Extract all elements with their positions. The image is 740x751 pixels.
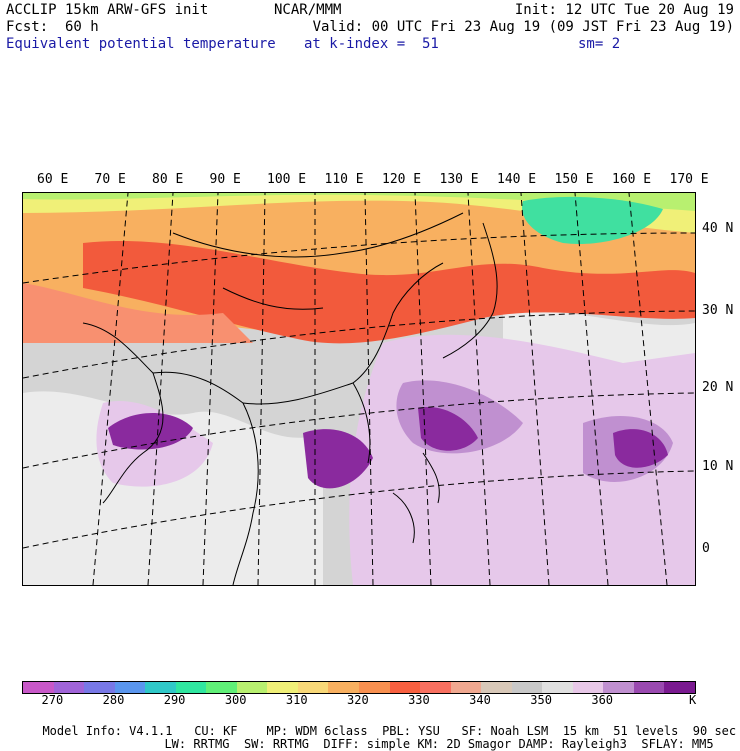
- smoothing-label: sm= 2: [578, 36, 621, 52]
- colorbar-tick-label: 340: [469, 693, 491, 707]
- colorbar-tick-label: 310: [285, 693, 308, 707]
- colorbar-segment: [633, 682, 665, 693]
- colorbar-segment: [542, 682, 573, 693]
- footer-line-2: LW: RRTMG SW: RRTMG DIFF: simple KM: 2D …: [150, 725, 714, 751]
- forecast-hour: Fcst: 60 h: [6, 19, 99, 35]
- colorbar-tick-label: 330: [408, 693, 430, 707]
- colorbar-segment: [175, 682, 207, 693]
- lon-label: 120 E: [382, 172, 422, 187]
- colorbar-tick-label: 280: [102, 693, 125, 707]
- map-panel: [22, 192, 696, 586]
- lat-label: 20 N: [702, 380, 734, 395]
- init-time: Init: 12 UTC Tue 20 Aug 19: [514, 2, 734, 18]
- colorbar-segment: [84, 682, 115, 693]
- lon-label: 90 E: [209, 172, 241, 187]
- lon-label: 170 E: [669, 172, 709, 187]
- lon-label: 70 E: [94, 172, 126, 187]
- colorbar-segment: [511, 682, 543, 693]
- colorbar-tick-label: 270: [41, 693, 64, 707]
- colorbar-segment: [572, 682, 604, 693]
- colorbar-tick-label: 290: [163, 693, 186, 707]
- level-index: at k-index = 51: [304, 36, 439, 52]
- field-green: [23, 193, 695, 211]
- colorbar-segment: [420, 682, 451, 693]
- colorbar-segment: [114, 682, 146, 693]
- colorbar-segment: [23, 682, 54, 693]
- lon-label: 140 E: [497, 172, 537, 187]
- colorbar-tick-label: 320: [347, 693, 369, 707]
- sw-scheme: SW: RRTMG: [243, 737, 309, 751]
- colorbar-unit: K: [689, 693, 697, 707]
- field-deep-purple-4: [613, 429, 668, 468]
- field-cyan: [522, 196, 663, 244]
- colorbar-segment: [481, 682, 512, 693]
- lw-scheme: LW: RRTMG: [164, 737, 230, 751]
- lon-label: 130 E: [439, 172, 479, 187]
- grid-spacing: 15 km: [562, 724, 599, 738]
- lon-label: 150 E: [554, 172, 594, 187]
- field-deep-purple-2: [303, 429, 373, 489]
- diff-scheme: DIFF: simple: [323, 737, 411, 751]
- field-red: [83, 240, 695, 344]
- colorbar: [22, 681, 696, 694]
- lon-label: 100 E: [267, 172, 307, 187]
- sf-scheme: SF: Noah LSM: [461, 724, 549, 738]
- lon-label: 60 E: [37, 172, 69, 187]
- lon-label: 110 E: [324, 172, 364, 187]
- colorbar-segment: [53, 682, 85, 693]
- colorbar-segment: [297, 682, 329, 693]
- org-label: NCAR/MMM: [274, 2, 342, 18]
- model-title: ACCLIP 15km ARW-GFS init: [6, 2, 209, 18]
- lon-label: 160 E: [612, 172, 652, 187]
- time-step: 90 sec: [692, 724, 737, 738]
- sflay-scheme: SFLAY: MM5: [641, 737, 714, 751]
- colorbar-segment: [603, 682, 634, 693]
- lat-label: 40 N: [702, 221, 734, 236]
- field-salmon: [23, 283, 253, 343]
- valid-time: Valid: 00 UTC Fri 23 Aug 19 (09 JST Fri …: [312, 19, 734, 35]
- colorbar-segment: [450, 682, 482, 693]
- lon-label: 80 E: [152, 172, 184, 187]
- colorbar-segment: [267, 682, 298, 693]
- colorbar-segment: [389, 682, 421, 693]
- pbl-scheme: PBL: YSU: [382, 724, 440, 738]
- footer-line-1: Model Info: V4.1.1 CU: KF MP: WDM 6class…: [28, 712, 736, 738]
- colorbar-segment: [359, 682, 390, 693]
- lat-label: 10 N: [702, 459, 734, 474]
- lat-label: 0: [702, 541, 710, 556]
- field-deep-purple-3: [418, 407, 478, 451]
- graticule: [23, 193, 695, 585]
- colorbar-segment: [145, 682, 176, 693]
- vertical-levels: 51 levels: [613, 724, 679, 738]
- coastlines: [82, 212, 498, 585]
- damp-scheme: DAMP: Rayleigh3: [518, 737, 627, 751]
- colorbar-tick-label: 360: [591, 693, 614, 707]
- lat-label: 30 N: [702, 303, 734, 318]
- cu-scheme: CU: KF: [194, 724, 238, 738]
- colorbar-tick-label: 300: [224, 693, 247, 707]
- colorbar-segment: [236, 682, 268, 693]
- km-scheme: KM: 2D Smagor: [417, 737, 512, 751]
- model-version: Model Info: V4.1.1: [42, 724, 173, 738]
- theta-e-map: [23, 193, 695, 585]
- field-name: Equivalent potential temperature: [6, 36, 276, 52]
- colorbar-segment: [328, 682, 360, 693]
- colorbar-segment: [664, 682, 696, 693]
- colorbar-segment: [206, 682, 237, 693]
- mp-scheme: MP: WDM 6class: [266, 724, 368, 738]
- colorbar-tick-label: 350: [530, 693, 552, 707]
